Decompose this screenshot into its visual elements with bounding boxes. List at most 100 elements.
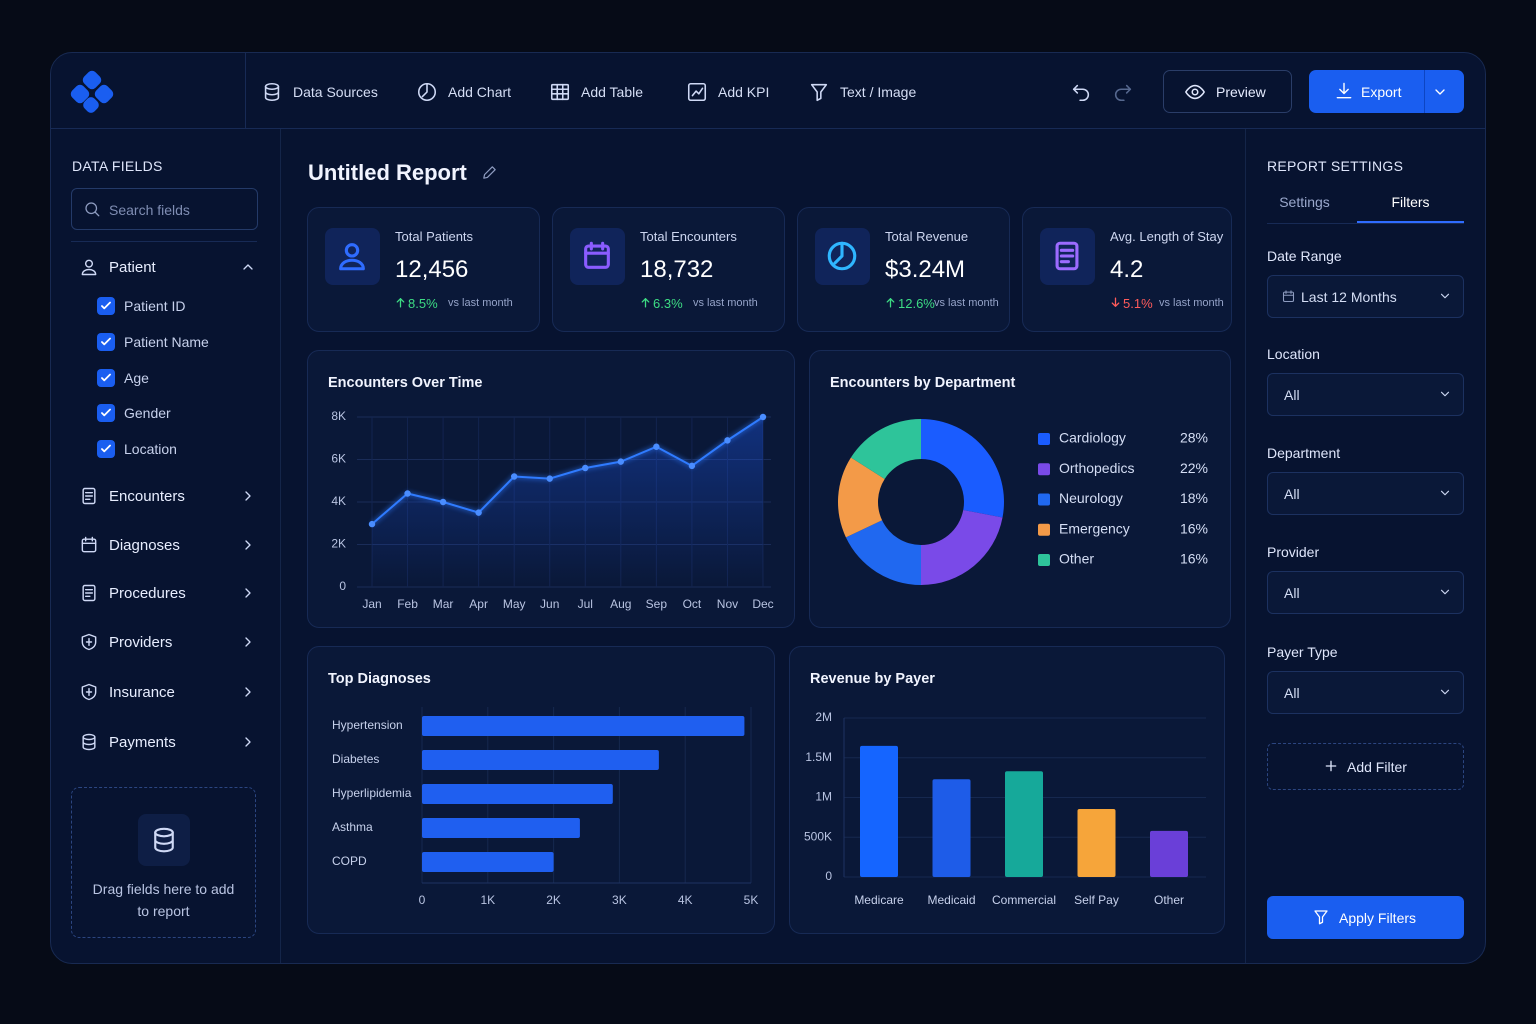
y-tick-label: 0: [825, 869, 832, 883]
field-label[interactable]: Gender: [124, 405, 171, 422]
checkbox[interactable]: [97, 368, 115, 387]
checkbox[interactable]: [97, 404, 115, 423]
icon: [245, 540, 251, 550]
group-label[interactable]: Payments: [109, 734, 176, 751]
checkbox[interactable]: [97, 332, 115, 351]
tab[interactable]: Settings: [1279, 194, 1330, 210]
toolbar-item[interactable]: Text / Image: [808, 78, 928, 106]
bar: [422, 716, 745, 736]
kpi-change: 5.1%: [1123, 296, 1153, 311]
kpi-note: vs last month: [934, 297, 999, 309]
y-tick-label: Diabetes: [332, 752, 379, 766]
bar: [422, 818, 580, 838]
toolbar-label: Add Chart: [448, 84, 512, 100]
group-label[interactable]: Encounters: [109, 488, 185, 505]
bar: [1150, 830, 1188, 877]
settings-title: REPORT SETTINGS: [1267, 158, 1404, 174]
toolbar-label: Add Table: [581, 84, 644, 100]
tab[interactable]: Filters: [1391, 194, 1430, 210]
icon-shape: [1440, 391, 1450, 397]
logo-divider: [245, 53, 246, 128]
group-label[interactable]: Procedures: [109, 585, 186, 602]
group-label[interactable]: Diagnoses: [109, 537, 180, 554]
filter-select[interactable]: Last 12 Months: [1267, 275, 1464, 318]
icon-shape: [886, 298, 895, 308]
icon-shape: [81, 268, 97, 276]
y-tick-label: 2K: [331, 537, 346, 551]
toolbar-label: Data Sources: [293, 84, 378, 100]
preview-button[interactable]: Preview: [1163, 70, 1292, 113]
x-tick-label: 4K: [678, 893, 693, 907]
apply-label: Apply Filters: [1339, 910, 1417, 926]
y-tick-label: 2M: [815, 710, 832, 724]
report-title[interactable]: Untitled Report: [308, 160, 467, 185]
filter-select[interactable]: All: [1267, 671, 1464, 714]
icon: [1440, 391, 1450, 397]
icon: [81, 536, 97, 553]
donut-segment: [845, 520, 921, 585]
sidebar-rule: [71, 241, 257, 242]
icon: [243, 264, 253, 270]
group-label[interactable]: Providers: [109, 634, 173, 651]
toolbar-item[interactable]: Add Table: [549, 78, 659, 106]
filter-select[interactable]: All: [1267, 472, 1464, 515]
chart-title: Revenue by Payer: [810, 671, 935, 687]
icon-shape: [81, 683, 97, 701]
checkbox[interactable]: [97, 297, 115, 315]
icon: [1440, 589, 1450, 595]
x-tick-label: Self Pay: [1074, 893, 1119, 907]
export-label: Export: [1361, 84, 1402, 100]
kpi-note: vs last month: [448, 297, 513, 309]
icon: [101, 444, 111, 453]
field-label[interactable]: Patient Name: [124, 333, 209, 350]
toolbar-item[interactable]: Data Sources: [261, 78, 381, 106]
x-tick-label: Jul: [578, 597, 593, 611]
toolbar-item[interactable]: Add Chart: [416, 78, 526, 106]
point: [582, 464, 589, 472]
icon: [687, 82, 707, 102]
filter-select[interactable]: All: [1267, 373, 1464, 416]
checkbox[interactable]: [97, 440, 115, 458]
icon-shape: [70, 70, 114, 113]
icon: [1111, 297, 1120, 307]
legend-swatch: [1038, 433, 1050, 445]
icon: [584, 241, 610, 269]
donut-segment: [921, 419, 1004, 518]
chart-panel: Encounters Over Time 0 2K 4K 6K 8K Jan Feb Mar Ap…: [307, 350, 795, 628]
x-tick-label: Mar: [433, 597, 454, 611]
search-box[interactable]: Search fields: [71, 188, 258, 230]
x-tick-label: Medicaid: [927, 893, 975, 907]
add-filter-button[interactable]: Add Filter: [1267, 743, 1464, 790]
icon: [1314, 910, 1328, 925]
icon: [82, 487, 96, 505]
legend-label: Orthopedics: [1059, 460, 1134, 476]
apply-button[interactable]: Apply Filters: [1267, 896, 1464, 939]
group-label[interactable]: Patient: [109, 259, 156, 276]
tabs-rule: [1267, 223, 1464, 224]
kpi-label: Avg. Length of Stay: [1110, 229, 1224, 244]
field-label[interactable]: Age: [124, 369, 149, 386]
filter-select[interactable]: All: [1267, 571, 1464, 614]
bar: [1005, 771, 1043, 877]
value-label: 22%: [1180, 460, 1208, 476]
field-label[interactable]: Patient ID: [124, 298, 186, 314]
bar: [422, 750, 659, 770]
group-label[interactable]: Insurance: [109, 684, 175, 701]
export-button[interactable]: Export: [1309, 70, 1464, 113]
x-tick-label: May: [503, 597, 526, 611]
toolbar-item[interactable]: Add KPI: [686, 78, 786, 106]
filter-value: All: [1284, 486, 1300, 502]
icon-shape: [245, 540, 251, 550]
icon: [245, 687, 251, 697]
icon-shape: [82, 736, 96, 751]
chart: Revenue by Payer 0 500K 1M 1.5M 2M Medicare Med…: [804, 671, 1206, 907]
field-label[interactable]: Location: [124, 441, 177, 457]
icon: [550, 83, 570, 101]
chart-title: Encounters Over Time: [328, 375, 482, 391]
kpi-card: Total Encounters 18,732 6.3% vs last month: [552, 207, 785, 332]
icon-shape: [85, 637, 93, 647]
icon: [82, 733, 96, 751]
icon-shape: [1111, 297, 1120, 307]
kpi-change: 8.5%: [408, 296, 438, 311]
icon-shape: [641, 298, 650, 308]
